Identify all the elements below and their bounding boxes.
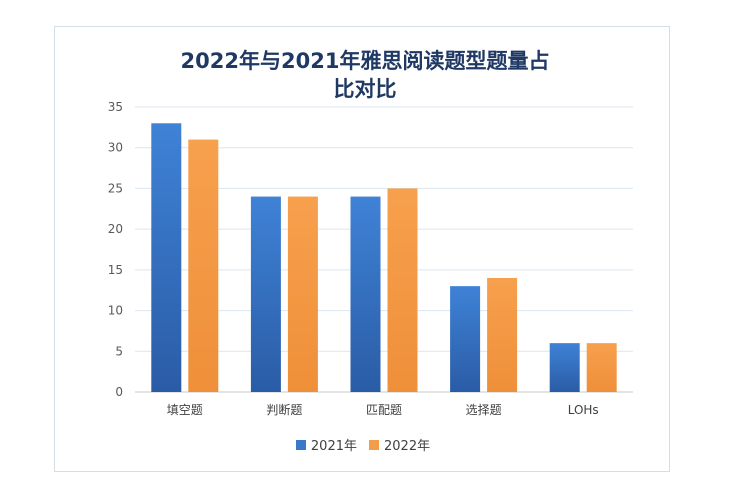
y-tick-label: 10 xyxy=(108,304,123,318)
y-tick-label: 30 xyxy=(108,141,123,155)
x-category-label: 选择题 xyxy=(466,403,502,417)
legend-label: 2021年 xyxy=(310,439,357,454)
x-category-label: 填空题 xyxy=(167,403,203,417)
legend-label: 2022年 xyxy=(384,439,431,454)
bar xyxy=(188,139,219,392)
bar xyxy=(250,196,281,392)
x-category-label: LOHs xyxy=(568,403,599,417)
bar xyxy=(450,286,481,392)
legend-swatch xyxy=(369,439,379,450)
bar xyxy=(151,123,182,393)
bar-chart: 0 5 10 15 20 25 30 35 填空题 判断题 匹配题 选择题 LOHs xyxy=(108,100,633,417)
chart-frame: 2022年与2021年雅思阅读题型题量占比对比 0 5 10 15 20 25 30 35 填空… xyxy=(54,26,670,472)
legend-swatch xyxy=(295,439,306,450)
x-category-label: 判断题 xyxy=(266,402,302,417)
legend-item: 2022年 xyxy=(369,435,430,454)
y-tick-label: 0 xyxy=(115,385,123,399)
y-tick-label: 25 xyxy=(108,181,123,195)
bar xyxy=(287,196,318,392)
bar xyxy=(549,343,580,392)
bar xyxy=(586,343,617,392)
chart-title: 2022年与2021年雅思阅读题型题量占比对比 xyxy=(180,49,550,101)
legend: 2021年 2022年 xyxy=(55,435,671,454)
bar xyxy=(487,278,518,392)
y-tick-label: 15 xyxy=(108,263,123,277)
y-tick-label: 5 xyxy=(115,344,123,358)
legend-item: 2021年 xyxy=(295,435,357,454)
y-tick-label: 20 xyxy=(108,222,123,236)
y-tick-label: 35 xyxy=(108,100,123,114)
x-category-label: 匹配题 xyxy=(366,403,402,417)
bar xyxy=(350,196,381,392)
bar xyxy=(387,188,418,392)
